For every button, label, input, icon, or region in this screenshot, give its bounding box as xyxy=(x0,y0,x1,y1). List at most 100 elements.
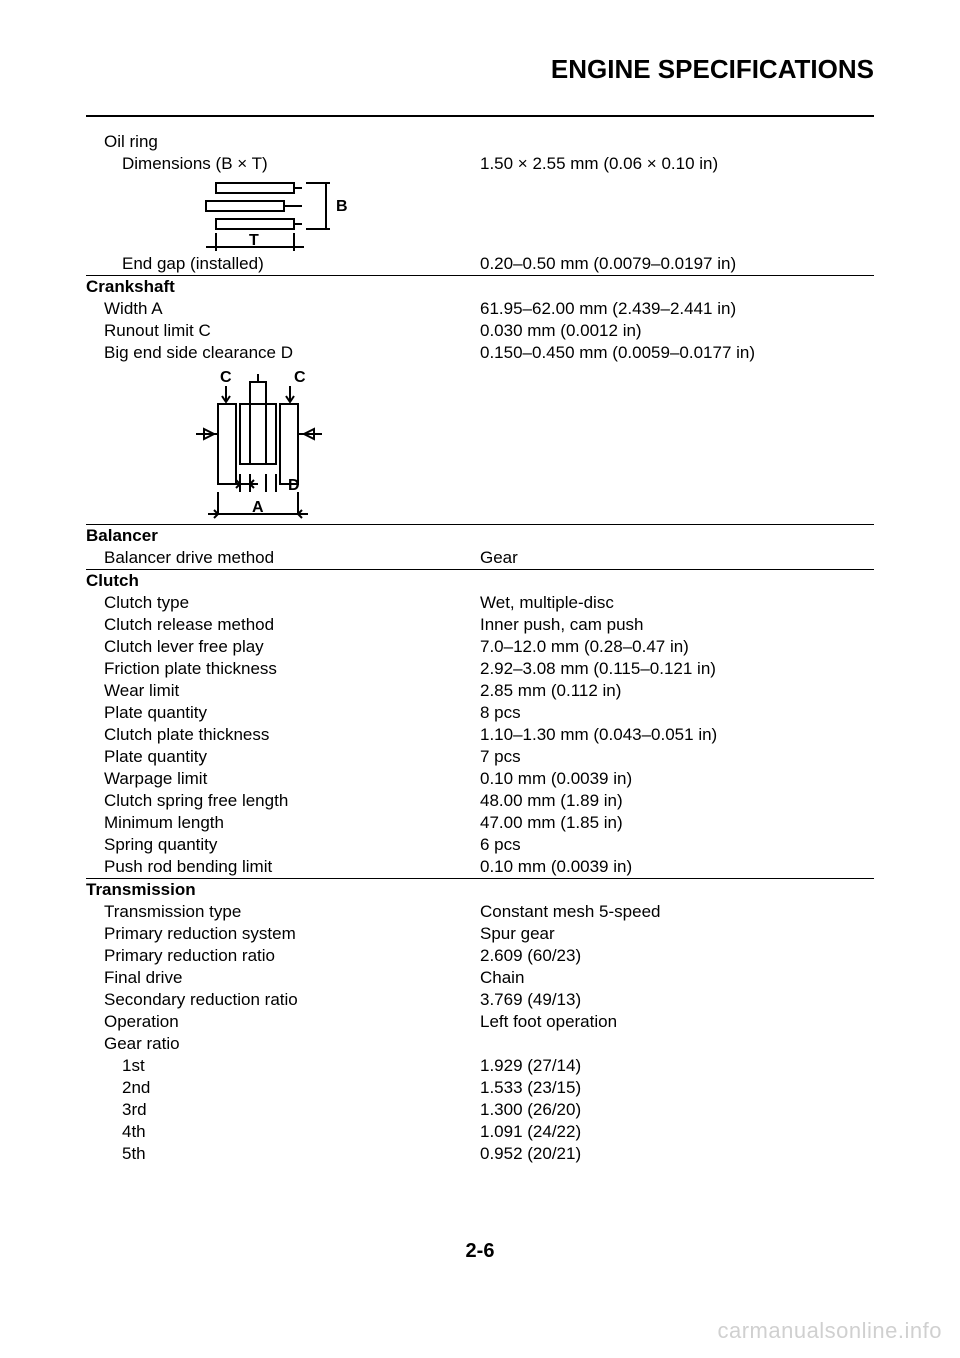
spec-row: Balancer drive method Gear xyxy=(86,547,874,569)
spec-label: 3rd xyxy=(86,1099,480,1121)
spec-value: 1.10–1.30 mm (0.043–0.051 in) xyxy=(480,724,874,746)
spec-label: Transmission type xyxy=(86,901,480,923)
spec-value: 1.091 (24/22) xyxy=(480,1121,874,1143)
spec-label: End gap (installed) xyxy=(86,253,480,275)
spec-row: 3rd1.300 (26/20) xyxy=(86,1099,874,1121)
spec-label: Width A xyxy=(86,298,480,320)
spec-value: 7 pcs xyxy=(480,746,874,768)
spec-value: 1.533 (23/15) xyxy=(480,1077,874,1099)
spec-row: Dimensions (B × T) 1.50 × 2.55 mm (0.06 … xyxy=(86,153,874,175)
clutch-items: Clutch typeWet, multiple-discClutch rele… xyxy=(86,592,874,878)
page-number: 2-6 xyxy=(0,1240,960,1263)
spec-label: Operation xyxy=(86,1011,480,1033)
spec-row: 4th1.091 (24/22) xyxy=(86,1121,874,1143)
spec-row: Plate quantity7 pcs xyxy=(86,746,874,768)
spec-value: 2.92–3.08 mm (0.115–0.121 in) xyxy=(480,658,874,680)
spec-label: Secondary reduction ratio xyxy=(86,989,480,1011)
spec-label: Clutch spring free length xyxy=(86,790,480,812)
spec-row: Final drive Chain xyxy=(86,967,874,989)
spec-value: 0.20–0.50 mm (0.0079–0.0197 in) xyxy=(480,253,874,275)
spec-label: Spring quantity xyxy=(86,834,480,856)
spec-value: Chain xyxy=(480,967,874,989)
spec-label: Final drive xyxy=(86,967,480,989)
spec-label: Clutch release method xyxy=(86,614,480,636)
spec-label: 5th xyxy=(86,1143,480,1165)
spec-row: Crankshaft xyxy=(86,276,874,298)
spec-label: Warpage limit xyxy=(86,768,480,790)
spec-value: 0.030 mm (0.0012 in) xyxy=(480,320,874,342)
crankshaft-diagram: C C D A xyxy=(86,364,874,524)
spec-label: Clutch type xyxy=(86,592,480,614)
spec-row: Minimum length47.00 mm (1.85 in) xyxy=(86,812,874,834)
spec-row: Wear limit2.85 mm (0.112 in) xyxy=(86,680,874,702)
spec-row: Transmission type Constant mesh 5-speed xyxy=(86,901,874,923)
spec-label: Runout limit C xyxy=(86,320,480,342)
spec-row: Clutch xyxy=(86,570,874,592)
section-heading: Balancer xyxy=(86,525,480,547)
spec-row: Big end side clearance D 0.150–0.450 mm … xyxy=(86,342,874,364)
spec-row: 1st1.929 (27/14) xyxy=(86,1055,874,1077)
spec-row: Primary reduction ratio 2.609 (60/23) xyxy=(86,945,874,967)
spec-value: 2.85 mm (0.112 in) xyxy=(480,680,874,702)
watermark: carmanualsonline.info xyxy=(717,1318,942,1344)
spec-row: Plate quantity8 pcs xyxy=(86,702,874,724)
spec-label: Plate quantity xyxy=(86,702,480,724)
spec-value: Left foot operation xyxy=(480,1011,874,1033)
spec-row: Clutch release methodInner push, cam pus… xyxy=(86,614,874,636)
spec-value: 3.769 (49/13) xyxy=(480,989,874,1011)
spec-label: Friction plate thickness xyxy=(86,658,480,680)
diagram-label-c: C xyxy=(220,369,232,386)
diagram-label-a: A xyxy=(252,499,264,516)
spec-label: Clutch lever free play xyxy=(86,636,480,658)
spec-value: 7.0–12.0 mm (0.28–0.47 in) xyxy=(480,636,874,658)
spec-row: Gear ratio xyxy=(86,1033,874,1055)
spec-value: Constant mesh 5-speed xyxy=(480,901,874,923)
oil-ring-diagram: B T xyxy=(86,175,874,253)
spec-value: 0.150–0.450 mm (0.0059–0.0177 in) xyxy=(480,342,874,364)
spec-label: Clutch plate thickness xyxy=(86,724,480,746)
spec-row: Balancer xyxy=(86,525,874,547)
page-title: ENGINE SPECIFICATIONS xyxy=(86,54,874,85)
spec-value: Gear xyxy=(480,547,874,569)
section-heading: Crankshaft xyxy=(86,276,480,298)
spec-value: Wet, multiple-disc xyxy=(480,592,874,614)
spec-row: Clutch lever free play7.0–12.0 mm (0.28–… xyxy=(86,636,874,658)
spec-value: 1.50 × 2.55 mm (0.06 × 0.10 in) xyxy=(480,153,874,175)
spec-value: 48.00 mm (1.89 in) xyxy=(480,790,874,812)
diagram-label-d: D xyxy=(288,477,300,494)
spec-label: Dimensions (B × T) xyxy=(86,153,480,175)
section-heading: Transmission xyxy=(86,879,480,901)
gear-items: 1st1.929 (27/14)2nd1.533 (23/15)3rd1.300… xyxy=(86,1055,874,1165)
spec-row: Clutch plate thickness1.10–1.30 mm (0.04… xyxy=(86,724,874,746)
spec-label: Oil ring xyxy=(86,131,480,153)
spec-row: Secondary reduction ratio 3.769 (49/13) xyxy=(86,989,874,1011)
spec-row: 2nd1.533 (23/15) xyxy=(86,1077,874,1099)
spec-value: Spur gear xyxy=(480,923,874,945)
spec-label: Plate quantity xyxy=(86,746,480,768)
spec-value: 1.300 (26/20) xyxy=(480,1099,874,1121)
spec-value: 2.609 (60/23) xyxy=(480,945,874,967)
spec-row: Transmission xyxy=(86,879,874,901)
page-content: ENGINE SPECIFICATIONS Oil ring Dimension… xyxy=(86,54,874,1165)
spec-row: Warpage limit0.10 mm (0.0039 in) xyxy=(86,768,874,790)
spec-row: Operation Left foot operation xyxy=(86,1011,874,1033)
spec-row: Runout limit C 0.030 mm (0.0012 in) xyxy=(86,320,874,342)
spec-value: Inner push, cam push xyxy=(480,614,874,636)
spec-label: Gear ratio xyxy=(86,1033,480,1055)
diagram-label-t: T xyxy=(249,232,259,249)
spec-value: 6 pcs xyxy=(480,834,874,856)
spec-row: Width A 61.95–62.00 mm (2.439–2.441 in) xyxy=(86,298,874,320)
spec-label: 1st xyxy=(86,1055,480,1077)
spec-label: Primary reduction ratio xyxy=(86,945,480,967)
spec-value: 47.00 mm (1.85 in) xyxy=(480,812,874,834)
spec-label: Big end side clearance D xyxy=(86,342,480,364)
spec-row: Primary reduction system Spur gear xyxy=(86,923,874,945)
spec-row: 5th0.952 (20/21) xyxy=(86,1143,874,1165)
spec-row: Friction plate thickness2.92–3.08 mm (0.… xyxy=(86,658,874,680)
spec-label: 4th xyxy=(86,1121,480,1143)
spec-row: Push rod bending limit0.10 mm (0.0039 in… xyxy=(86,856,874,878)
section-heading: Clutch xyxy=(86,570,480,592)
spec-row: End gap (installed) 0.20–0.50 mm (0.0079… xyxy=(86,253,874,275)
spec-value: 0.10 mm (0.0039 in) xyxy=(480,768,874,790)
spec-row: Clutch typeWet, multiple-disc xyxy=(86,592,874,614)
